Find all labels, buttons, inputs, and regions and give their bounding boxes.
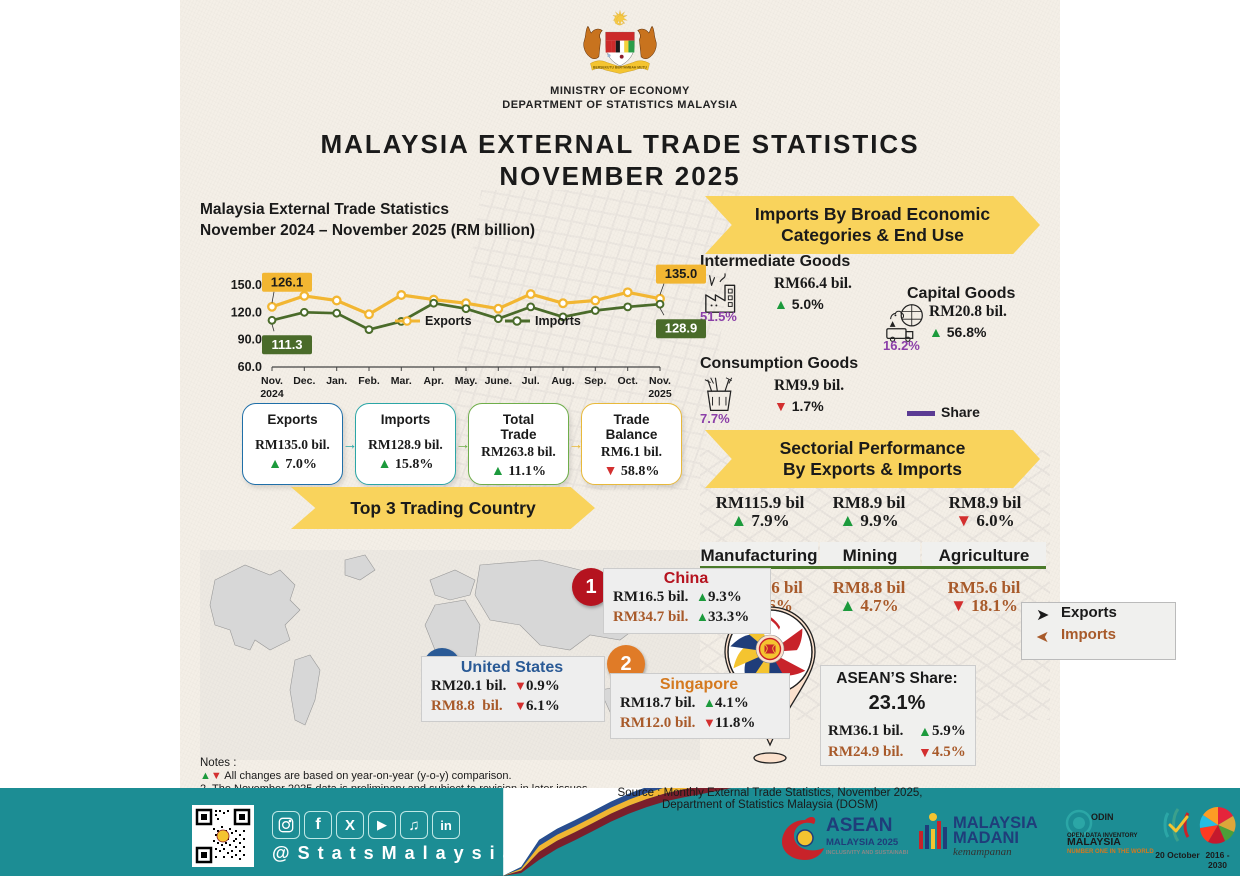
svg-text:60.0: 60.0 [238,360,262,374]
svg-text:2025: 2025 [648,388,672,400]
svg-text:Nov.: Nov. [261,375,283,387]
svg-text:90.0: 90.0 [238,333,262,347]
svg-text:Mar.: Mar. [391,375,412,387]
svg-text:INCLUSIVITY AND SUSTAINABILITY: INCLUSIVITY AND SUSTAINABILITY [826,850,908,856]
svg-text:May.: May. [455,375,478,387]
svg-text:BERSEKUTU BERTAMBAH MUTU: BERSEKUTU BERTAMBAH MUTU [593,65,647,69]
svg-text:120.0: 120.0 [231,305,262,319]
svg-text:Aug.: Aug. [551,375,574,387]
svg-text:Jan.: Jan. [326,375,347,387]
svg-text:June.: June. [485,375,513,387]
svg-text:Dec.: Dec. [293,375,315,387]
svg-text:Nov.: Nov. [649,375,671,387]
svg-text:kemampanan: kemampanan [953,846,1012,858]
svg-text:150.0: 150.0 [231,278,262,292]
svg-text:111.3: 111.3 [271,337,302,352]
svg-text:Jul.: Jul. [522,375,540,387]
svg-text:Exports: Exports [425,314,472,328]
svg-text:MADANI: MADANI [953,829,1019,847]
svg-text:Imports: Imports [535,314,581,328]
svg-text:MALAYSIA 2025: MALAYSIA 2025 [826,837,899,848]
svg-text:Oct.: Oct. [617,375,638,387]
svg-text:2024: 2024 [260,388,284,400]
svg-text:128.9: 128.9 [665,321,698,336]
svg-text:126.1: 126.1 [271,274,304,289]
svg-text:Feb.: Feb. [358,375,380,387]
svg-text:NUMBER ONE IN THE WORLD: NUMBER ONE IN THE WORLD [1067,849,1154,855]
svg-text:Sep.: Sep. [584,375,606,387]
svg-text:MALAYSIA: MALAYSIA [1067,836,1121,848]
svg-text:Apr.: Apr. [423,375,444,387]
svg-text:ODIN: ODIN [1091,812,1114,822]
svg-text:ASEAN: ASEAN [826,815,893,836]
svg-text:135.0: 135.0 [665,266,698,281]
